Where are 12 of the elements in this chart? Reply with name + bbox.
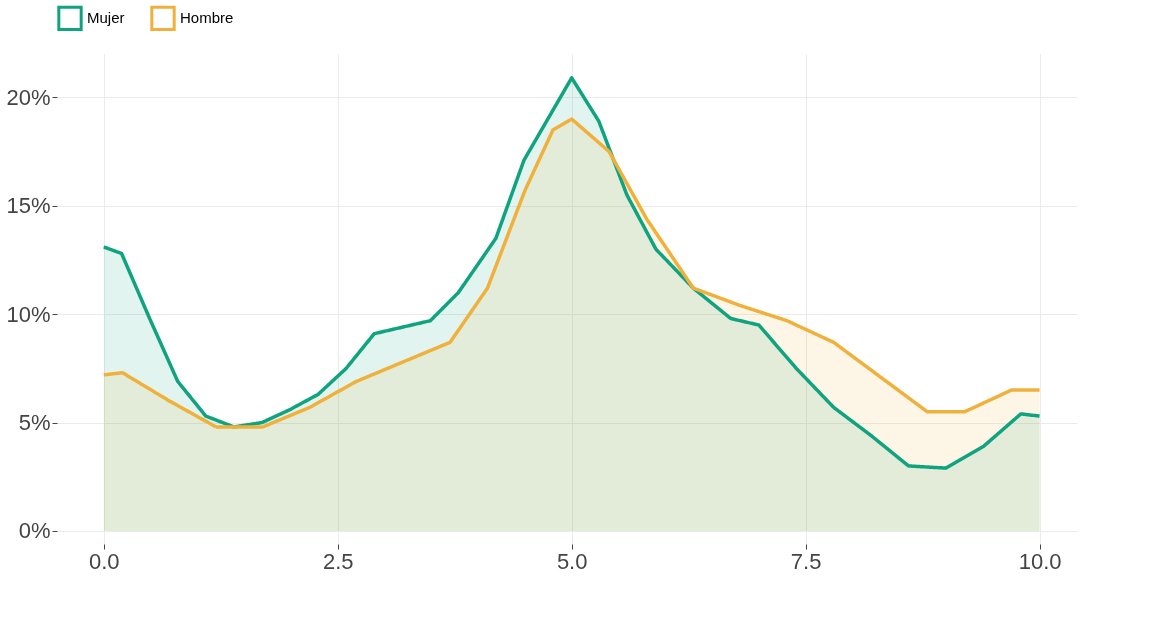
y-tick-label: 10% <box>6 301 51 327</box>
x-tick-label: 7.5 <box>790 548 822 574</box>
x-tick-label: 5.0 <box>556 548 588 574</box>
y-tick-label: 5% <box>18 410 51 436</box>
y-tick-label: 0% <box>18 518 51 544</box>
y-tick-label: 20% <box>6 84 51 110</box>
y-tick-label: 15% <box>6 193 51 219</box>
legend-label: Hombre <box>180 9 234 27</box>
legend-label: Mujer <box>87 9 125 27</box>
x-tick-label: 2.5 <box>322 548 354 574</box>
x-tick-label: 0.0 <box>88 548 120 574</box>
x-tick-label: 10.0 <box>1018 548 1062 574</box>
